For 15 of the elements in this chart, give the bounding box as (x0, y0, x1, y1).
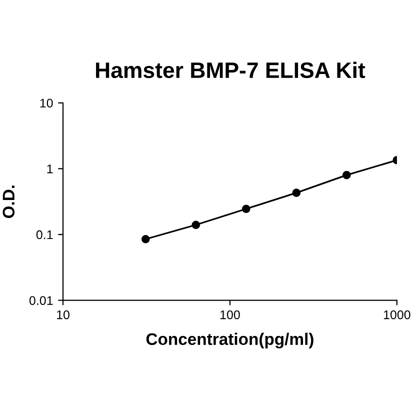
x-tick-label: 100 (220, 310, 240, 320)
point (242, 204, 250, 214)
x-tick-label: 1000 (384, 310, 410, 320)
point (342, 170, 351, 180)
x-tick-label: 10 (57, 310, 70, 320)
y-tick-label: 10 (40, 98, 53, 108)
chart-title: Hamster BMP-7 ELISA Kit (96, 62, 366, 78)
y-tick-label: 1 (47, 164, 53, 174)
y-tick-label: 0.1 (36, 230, 53, 240)
point (192, 220, 200, 230)
y-axis-title: O.D. (2, 186, 15, 218)
point (141, 234, 150, 244)
x-axis-title: Concentration(pg/ml) (146, 332, 314, 348)
point (292, 188, 301, 197)
y-tick-label: 0.01 (29, 296, 53, 305)
